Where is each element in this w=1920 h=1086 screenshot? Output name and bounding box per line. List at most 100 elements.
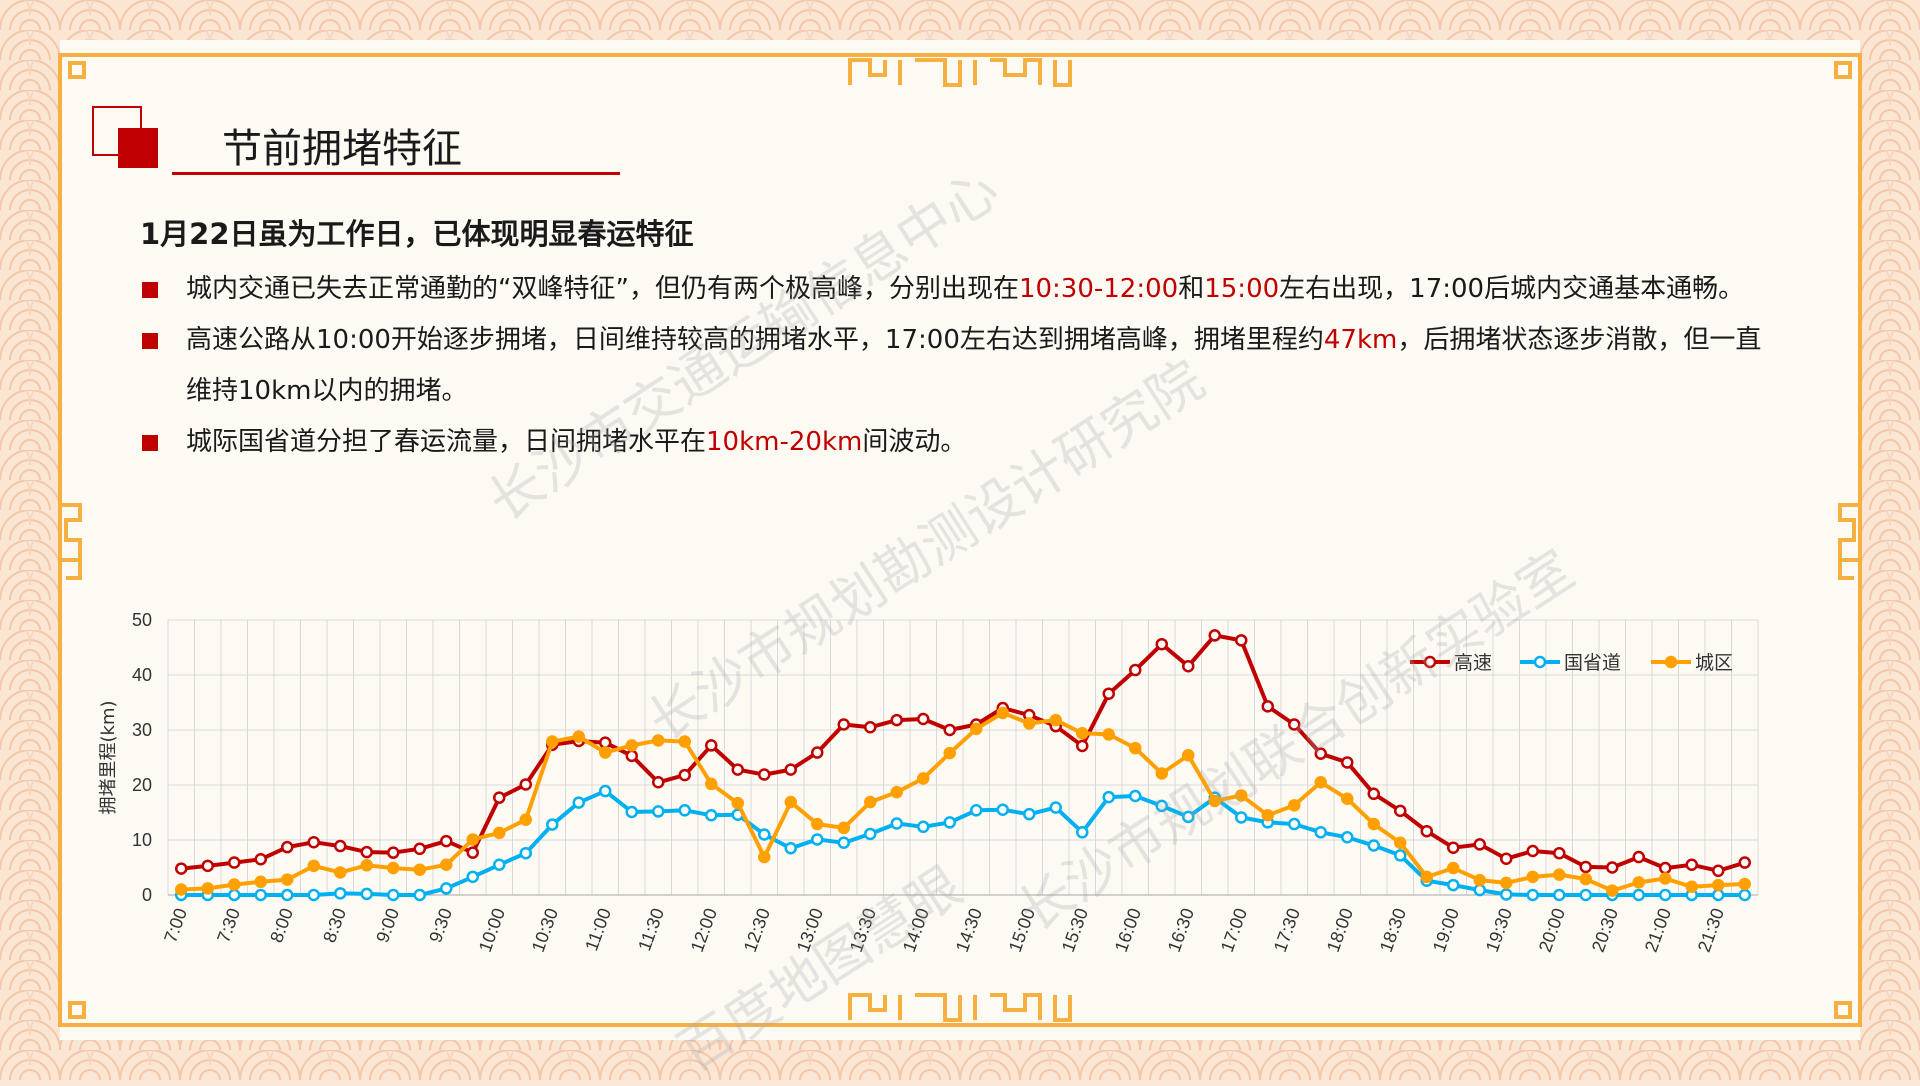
data-point — [1076, 739, 1089, 753]
data-point — [440, 882, 453, 895]
data-point — [1500, 876, 1513, 890]
data-point — [1023, 807, 1036, 821]
bullet-item-3: 城际国省道分担了春运流量，日间拥堵水平在10km-20km间波动。 — [140, 417, 1780, 468]
x-tick-label: 7:30 — [213, 906, 244, 946]
data-point — [1712, 864, 1725, 878]
data-point — [837, 718, 850, 731]
data-point — [1288, 718, 1301, 731]
data-point — [1076, 727, 1089, 740]
data-point — [1235, 789, 1248, 802]
data-point — [307, 888, 320, 902]
data-point — [1394, 849, 1407, 862]
y-tick-label: 0 — [142, 885, 152, 905]
data-point — [1526, 870, 1539, 884]
x-tick-label: 11:00 — [581, 906, 615, 954]
data-point — [1129, 789, 1142, 803]
data-point — [1367, 817, 1380, 831]
data-point — [1685, 880, 1698, 893]
data-point — [731, 796, 744, 810]
data-point — [1314, 826, 1327, 839]
data-point — [1261, 809, 1274, 822]
data-point — [705, 777, 718, 791]
data-point — [1367, 787, 1380, 801]
data-point — [1235, 811, 1248, 824]
data-point — [811, 746, 824, 759]
data-point — [599, 746, 612, 759]
data-point — [1526, 888, 1539, 902]
data-point — [1341, 756, 1354, 769]
data-point — [334, 866, 347, 879]
legend-marker-2 — [1533, 655, 1547, 669]
data-point — [1129, 663, 1142, 677]
data-point — [1288, 817, 1301, 831]
x-tick-label: 8:00 — [266, 906, 297, 946]
data-point — [917, 772, 930, 785]
data-point — [413, 842, 426, 856]
data-point — [943, 746, 956, 760]
data-point — [1606, 884, 1619, 897]
data-point — [519, 778, 532, 791]
y-tick-label: 50 — [132, 610, 152, 630]
data-point — [1049, 713, 1062, 727]
x-tick-label: 9:30 — [425, 906, 456, 946]
data-point — [837, 836, 850, 849]
data-point — [1023, 717, 1036, 730]
data-point — [1738, 856, 1751, 869]
x-tick-label: 12:00 — [687, 906, 721, 955]
slide-title-block: 节前拥堵特征 — [92, 106, 620, 176]
data-point — [1049, 801, 1062, 814]
data-point — [1712, 888, 1725, 902]
data-point — [228, 878, 241, 891]
data-point — [175, 862, 188, 875]
data-point — [1314, 776, 1327, 789]
data-point — [493, 826, 506, 840]
bullet-list: 城内交通已失去正常通勤的“双峰特征”，但仍有两个极高峰，分别出现在10:30-1… — [140, 264, 1780, 468]
data-point — [387, 888, 400, 902]
data-point — [943, 723, 956, 737]
data-point — [1632, 850, 1645, 864]
x-tick-label: 15:30 — [1058, 906, 1092, 955]
data-point — [1182, 659, 1195, 673]
data-point — [1500, 852, 1513, 865]
data-point — [334, 887, 347, 900]
data-point — [1447, 861, 1460, 875]
data-point — [1473, 883, 1486, 897]
data-point — [970, 804, 983, 817]
data-point — [546, 735, 559, 748]
x-tick-label: 17:00 — [1217, 906, 1251, 955]
data-point — [493, 858, 506, 871]
x-tick-label: 21:30 — [1694, 906, 1728, 955]
data-point — [1102, 728, 1115, 741]
data-point — [413, 888, 426, 902]
data-point — [1738, 888, 1751, 902]
data-point — [440, 858, 453, 871]
data-point — [1420, 824, 1433, 838]
data-point — [413, 863, 426, 876]
data-point — [1712, 878, 1725, 892]
x-tick-label: 20:00 — [1535, 906, 1569, 955]
data-point — [1288, 799, 1301, 812]
data-point — [387, 846, 400, 859]
bullet-text: 左右出现，17:00后城内交通基本通畅。 — [1279, 274, 1745, 304]
data-point — [917, 820, 930, 834]
x-tick-label: 8:30 — [319, 906, 350, 946]
data-point — [1367, 839, 1380, 852]
data-point — [201, 882, 214, 895]
data-point — [678, 768, 691, 782]
bullet-square-icon — [142, 282, 158, 298]
x-tick-label: 12:30 — [740, 906, 774, 955]
data-point — [1553, 846, 1566, 860]
data-point — [387, 861, 400, 875]
data-point — [625, 739, 638, 752]
data-point — [758, 768, 771, 781]
bullet-text: 城内交通已失去正常通勤的“双峰特征”，但仍有两个极高峰，分别出现在 — [186, 274, 1019, 304]
data-point — [440, 834, 453, 848]
x-tick-label: 7:00 — [160, 906, 191, 946]
data-point — [254, 853, 267, 866]
bullet-item-2: 高速公路从10:00开始逐步拥堵，日间维持较高的拥堵水平，17:00左右达到拥堵… — [140, 315, 1780, 417]
y-tick-label: 20 — [132, 775, 152, 795]
x-tick-label: 20:30 — [1588, 906, 1622, 955]
data-point — [1420, 870, 1433, 884]
y-tick-label: 40 — [132, 665, 152, 685]
x-tick-label: 9:00 — [372, 906, 403, 946]
